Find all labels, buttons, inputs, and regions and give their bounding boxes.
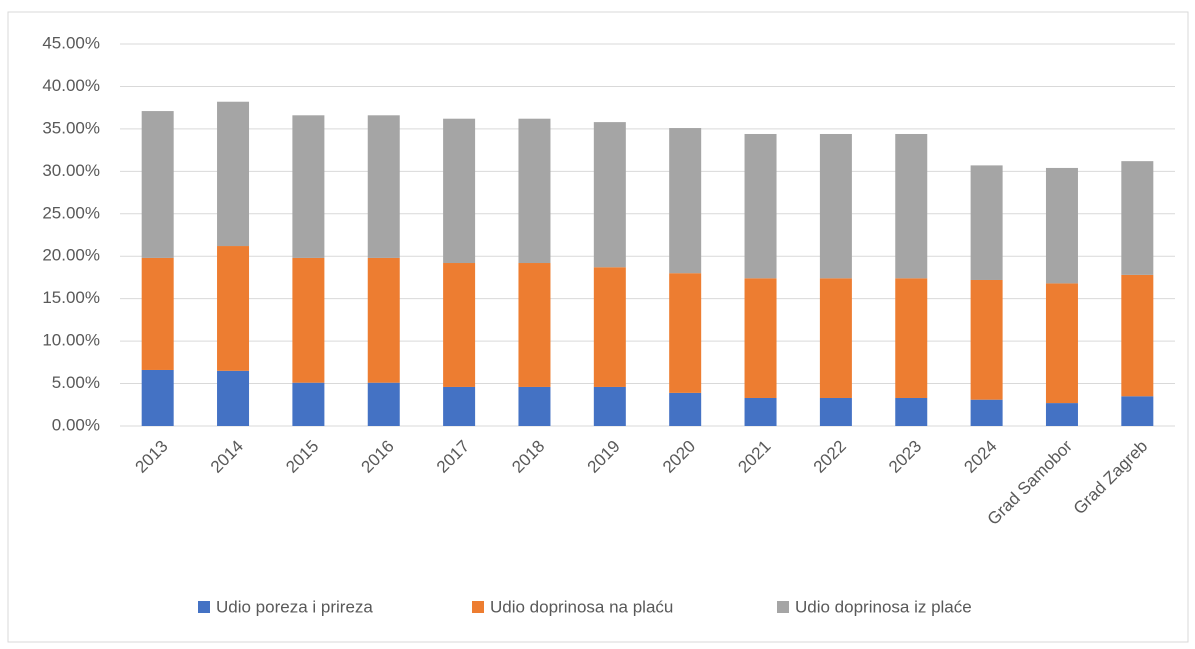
bar-segment — [669, 273, 702, 393]
bar-segment — [292, 115, 325, 258]
bar-segment — [593, 267, 626, 387]
legend-label: Udio doprinosa na plaću — [490, 597, 673, 616]
y-tick-label: 40.00% — [42, 76, 100, 95]
bar-segment — [1045, 403, 1078, 426]
y-tick-label: 0.00% — [52, 415, 100, 434]
bar-segment — [819, 278, 852, 398]
bar-segment — [217, 246, 250, 371]
legend-swatch — [198, 601, 210, 613]
bar-segment — [292, 257, 325, 383]
bar-segment — [819, 133, 852, 279]
bar-segment — [1121, 396, 1154, 426]
bar-segment — [1045, 283, 1078, 404]
bar-segment — [443, 263, 476, 387]
legend-label: Udio doprinosa iz plaće — [795, 597, 972, 616]
bar-segment — [367, 115, 400, 258]
bar-segment — [593, 386, 626, 426]
legend-label: Udio poreza i prireza — [216, 597, 373, 616]
bar-segment — [518, 263, 551, 387]
bar-segment — [744, 397, 777, 426]
bar-segment — [1121, 161, 1154, 275]
bar-segment — [895, 397, 928, 426]
bar-segment — [443, 386, 476, 426]
bar-segment — [141, 369, 174, 426]
bar-segment — [443, 118, 476, 264]
bar-segment — [970, 165, 1003, 280]
y-tick-label: 45.00% — [42, 33, 100, 52]
bar-segment — [292, 382, 325, 426]
bar-segment — [141, 257, 174, 370]
bar-segment — [217, 101, 250, 247]
bar-segment — [141, 111, 174, 258]
y-tick-label: 20.00% — [42, 246, 100, 265]
y-tick-label: 10.00% — [42, 331, 100, 350]
y-tick-label: 30.00% — [42, 161, 100, 180]
y-tick-label: 15.00% — [42, 288, 100, 307]
bar-segment — [367, 382, 400, 426]
bar-segment — [367, 257, 400, 383]
bar-segment — [744, 278, 777, 398]
legend-swatch — [777, 601, 789, 613]
bar-segment — [895, 278, 928, 398]
bar-segment — [970, 279, 1003, 400]
bar-segment — [518, 386, 551, 426]
y-tick-label: 25.00% — [42, 203, 100, 222]
bar-segment — [1121, 274, 1154, 397]
bar-segment — [1045, 167, 1078, 284]
y-tick-label: 5.00% — [52, 373, 100, 392]
bar-segment — [970, 399, 1003, 426]
bar-segment — [895, 133, 928, 279]
bar-segment — [593, 122, 626, 268]
bar-segment — [744, 133, 777, 279]
bar-segment — [669, 128, 702, 274]
y-tick-label: 35.00% — [42, 118, 100, 137]
bar-segment — [669, 392, 702, 426]
bar-segment — [518, 118, 551, 264]
bar-segment — [217, 370, 250, 426]
legend-swatch — [472, 601, 484, 613]
bar-segment — [819, 397, 852, 426]
